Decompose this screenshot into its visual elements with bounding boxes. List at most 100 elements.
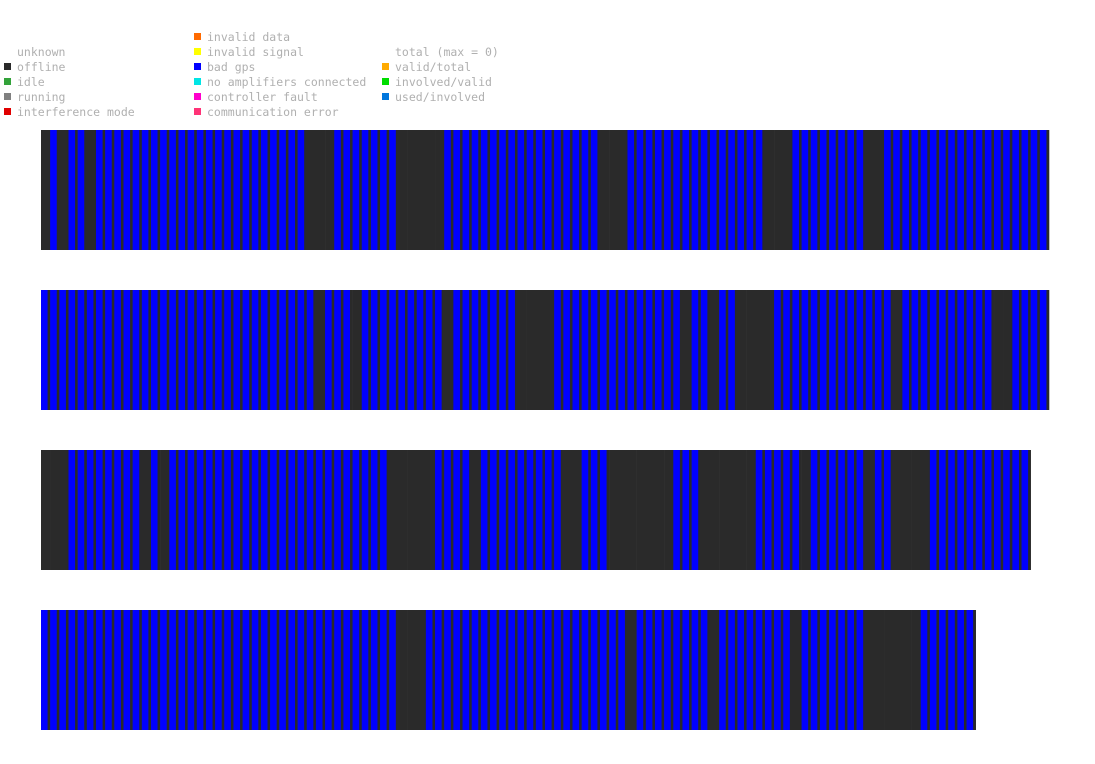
heatmap-cell — [609, 450, 619, 570]
heatmap-cell — [893, 450, 903, 570]
heatmap-cell-bad-gps — [480, 290, 488, 410]
heatmap-cell-bad-gps — [480, 610, 488, 730]
heatmap-cell-bad-gps — [819, 290, 827, 410]
heatmap-cell-bad-gps — [682, 450, 690, 570]
heatmap-cell-bad-gps — [306, 450, 314, 570]
heatmap-cell-bad-gps — [902, 130, 909, 250]
heatmap-cell-bad-gps — [508, 290, 515, 410]
heatmap-cell-bad-gps — [114, 450, 121, 570]
heatmap-cell-bad-gps — [838, 290, 845, 410]
heatmap-cell — [41, 450, 51, 570]
heatmap-cell-bad-gps — [361, 450, 369, 570]
heatmap-cell-bad-gps — [929, 450, 937, 570]
heatmap-cell-bad-gps — [1021, 130, 1029, 250]
heatmap-cell-bad-gps — [251, 450, 259, 570]
heatmap-cell-bad-gps — [141, 610, 149, 730]
heatmap-cell-bad-gps — [187, 610, 195, 730]
heatmap-cell-bad-gps — [123, 130, 131, 250]
heatmap-cell — [664, 450, 674, 570]
heatmap-cell-bad-gps — [50, 130, 57, 250]
heatmap-cell — [728, 450, 738, 570]
heatmap-cell-bad-gps — [416, 290, 424, 410]
heatmap-cell-bad-gps — [205, 130, 213, 250]
heatmap-cell — [902, 610, 912, 730]
heatmap-cell-bad-gps — [215, 450, 222, 570]
heatmap-cell-bad-gps — [251, 130, 259, 250]
heatmap-cell-bad-gps — [462, 610, 470, 730]
heatmap-cell-bad-gps — [508, 450, 515, 570]
heatmap-cell-bad-gps — [764, 450, 772, 570]
heatmap-strip — [41, 610, 976, 730]
heatmap-cell-bad-gps — [260, 450, 268, 570]
heatmap-cell-bad-gps — [68, 290, 76, 410]
heatmap-cell-bad-gps — [471, 610, 479, 730]
heatmap-cell-bad-gps — [517, 610, 525, 730]
heatmap-cell-bad-gps — [325, 290, 332, 410]
legend-label: total (max = 0) — [395, 45, 499, 59]
heatmap-cell-bad-gps — [1003, 450, 1010, 570]
heatmap-cell-bad-gps — [911, 130, 919, 250]
heatmap-cell-bad-gps — [1021, 450, 1029, 570]
heatmap-cell-bad-gps — [709, 130, 717, 250]
heatmap-cell-bad-gps — [590, 450, 598, 570]
heatmap-strip — [41, 130, 1050, 250]
heatmap-cell-bad-gps — [187, 130, 195, 250]
heatmap-cell-bad-gps — [160, 290, 167, 410]
heatmap-cell-bad-gps — [288, 130, 296, 250]
heatmap-cell-bad-gps — [242, 290, 250, 410]
heatmap-cell-bad-gps — [251, 610, 259, 730]
heatmap-cell-bad-gps — [169, 130, 176, 250]
heatmap-cell-bad-gps — [801, 610, 809, 730]
heatmap-cell — [435, 130, 445, 250]
heatmap-cell-bad-gps — [114, 130, 121, 250]
heatmap-cell-bad-gps — [425, 290, 433, 410]
heatmap-cell — [315, 130, 326, 250]
heatmap-cell — [654, 450, 665, 570]
heatmap-cell-bad-gps — [297, 450, 305, 570]
heatmap-cell — [407, 610, 418, 730]
heatmap-cell — [865, 610, 876, 730]
heatmap-cell-bad-gps — [499, 130, 506, 250]
heatmap-cell-bad-gps — [545, 610, 552, 730]
heatmap-cell-bad-gps — [838, 130, 845, 250]
heatmap-cell-bad-gps — [700, 290, 708, 410]
heatmap-cell-bad-gps — [609, 610, 616, 730]
heatmap-cell-bad-gps — [499, 450, 506, 570]
heatmap-cell-bad-gps — [819, 450, 827, 570]
heatmap-cell-bad-gps — [975, 130, 983, 250]
heatmap-cell — [398, 610, 408, 730]
heatmap-cell-bad-gps — [279, 290, 286, 410]
legend-swatch — [194, 63, 201, 70]
heatmap-cell-bad-gps — [86, 610, 94, 730]
heatmap-cell-bad-gps — [260, 130, 268, 250]
heatmap-cell-bad-gps — [856, 290, 864, 410]
heatmap-cell-bad-gps — [435, 290, 442, 410]
heatmap-cell-bad-gps — [68, 450, 76, 570]
heatmap-cell — [86, 130, 97, 250]
legend-swatch — [194, 48, 201, 55]
heatmap-cell-bad-gps — [884, 290, 891, 410]
heatmap-cell-bad-gps — [572, 130, 580, 250]
heatmap-cell-bad-gps — [215, 610, 222, 730]
heatmap-cell-bad-gps — [215, 290, 222, 410]
heatmap-cell-bad-gps — [471, 130, 479, 250]
heatmap-cell-bad-gps — [884, 450, 891, 570]
heatmap-cell-bad-gps — [77, 290, 85, 410]
heatmap-cell-bad-gps — [169, 610, 176, 730]
heatmap-cell-bad-gps — [150, 130, 158, 250]
heatmap-cell — [737, 290, 747, 410]
heatmap-cell-bad-gps — [535, 610, 543, 730]
heatmap-cell-bad-gps — [929, 290, 937, 410]
heatmap-cell — [50, 450, 60, 570]
heatmap-cell-bad-gps — [590, 290, 598, 410]
heatmap-cell-bad-gps — [957, 450, 964, 570]
heatmap-cell — [563, 450, 573, 570]
heatmap-cell — [920, 450, 931, 570]
heatmap-cell-bad-gps — [792, 450, 800, 570]
heatmap-cell-bad-gps — [435, 610, 442, 730]
heatmap-cell-bad-gps — [948, 130, 955, 250]
heatmap-cell-bad-gps — [572, 290, 580, 410]
heatmap-cell-bad-gps — [728, 130, 735, 250]
heatmap-cell-bad-gps — [389, 130, 396, 250]
heatmap-cell-bad-gps — [297, 130, 305, 250]
